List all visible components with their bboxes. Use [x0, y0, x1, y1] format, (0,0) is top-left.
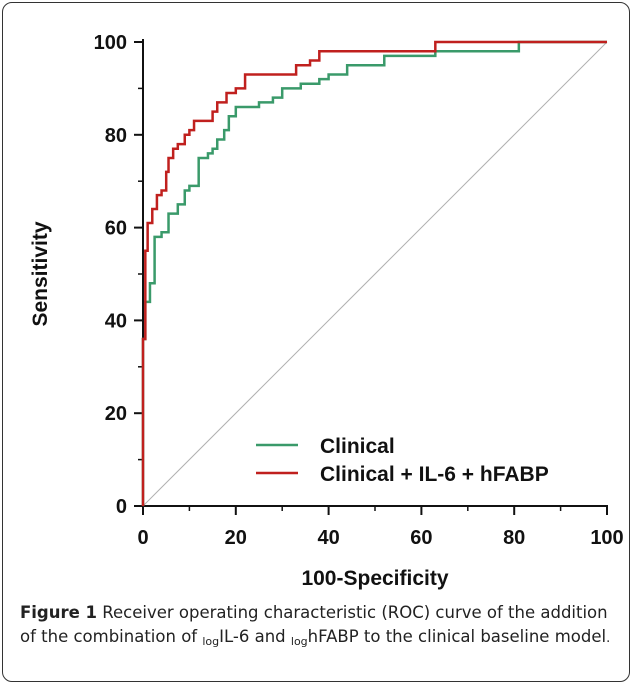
- y-tick-label: 60: [105, 218, 127, 240]
- plot-marks: [141, 40, 608, 507]
- x-tick-label: 60: [410, 527, 432, 549]
- axes: 0 20 40 60 80 100 0 20 40 60 80 100 100-Specificity S…: [29, 32, 624, 590]
- x-axis-label: 100-Specificity: [301, 567, 448, 590]
- legend-label-1: Clinical: [320, 435, 395, 458]
- y-axis-label: Sensitivity: [29, 221, 52, 326]
- series-line-1: [141, 40, 607, 506]
- legend: Clinical Clinical + IL-6 + hFABP: [256, 435, 549, 486]
- y-tick-label: 0: [116, 496, 127, 518]
- x-tick-label: 0: [137, 527, 148, 549]
- y-tick-label: 100: [94, 32, 127, 54]
- caption-text-1: Receiver operating characteristic (ROC) …: [20, 603, 608, 646]
- x-tick-label: 20: [225, 527, 247, 549]
- caption-sub-2: log: [290, 635, 308, 648]
- reference-line: [142, 41, 608, 507]
- y-tick-label: 40: [105, 310, 127, 332]
- figure-frame: [2, 2, 630, 682]
- y-tick-label: 20: [105, 403, 127, 425]
- roc-chart: 0 20 40 60 80 100 0 20 40 60 80 100 100-Specificity S…: [29, 32, 624, 590]
- x-tick-label: 80: [503, 527, 525, 549]
- figure-caption: Figure 1 Receiver operating characterist…: [20, 601, 620, 651]
- caption-text-3: hFABP to the clinical baseline model: [307, 627, 607, 646]
- x-tick-label: 100: [590, 527, 623, 549]
- x-tick-label: 40: [317, 527, 339, 549]
- caption-text-2: IL-6 and: [219, 627, 291, 646]
- caption-end: .: [606, 631, 611, 646]
- figure-label: Figure 1: [20, 603, 98, 622]
- legend-label-2: Clinical + IL-6 + hFABP: [320, 463, 549, 486]
- y-tick-label: 80: [105, 125, 127, 147]
- caption-sub-1: log: [202, 635, 220, 648]
- series-line-2: [141, 40, 607, 506]
